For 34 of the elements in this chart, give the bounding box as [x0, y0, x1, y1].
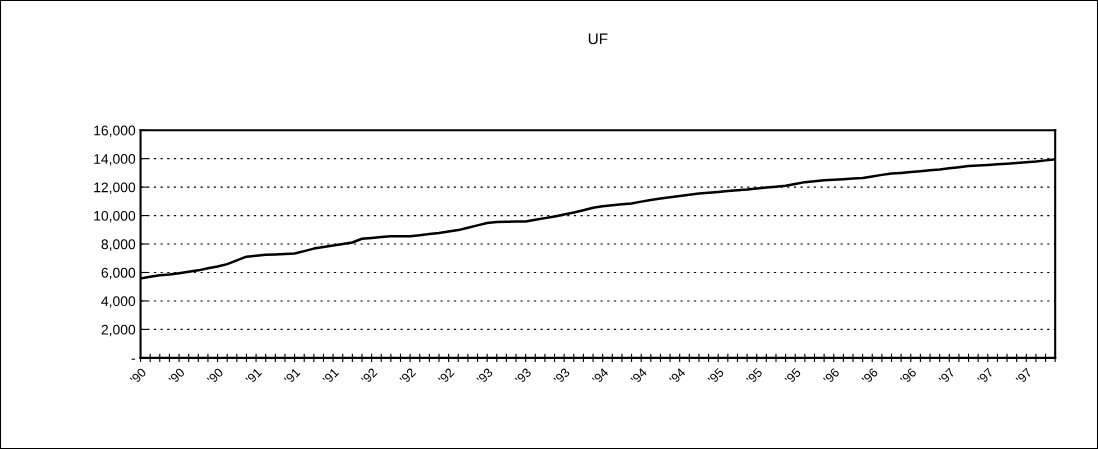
- x-tick-label: '92: [360, 367, 378, 385]
- x-tick-label: '90: [168, 367, 186, 385]
- x-tick-label: '95: [784, 367, 802, 385]
- x-tick-label: '90: [129, 367, 147, 385]
- y-tick-label: -: [131, 358, 136, 360]
- y-tick-label: 4,000: [101, 296, 136, 308]
- x-tick-label: '93: [476, 367, 494, 385]
- x-tick-label: '96: [861, 367, 879, 385]
- x-tick-label: '97: [1015, 367, 1033, 385]
- x-tick-label: '93: [553, 367, 571, 385]
- y-tick-label: 8,000: [101, 239, 136, 251]
- x-tick-label: '91: [283, 367, 301, 385]
- x-tick-label: '91: [322, 367, 340, 385]
- x-tick-label: '97: [938, 367, 956, 385]
- x-tick-label: '95: [745, 367, 763, 385]
- x-tick-label: '94: [591, 367, 609, 385]
- x-tick-label: '96: [899, 367, 917, 385]
- y-tick-label: 6,000: [101, 267, 136, 280]
- x-tick-label: '94: [668, 367, 686, 385]
- y-tick-label: 12,000: [94, 182, 136, 194]
- y-tick-label: 16,000: [94, 125, 136, 138]
- x-tick-label: '95: [707, 367, 725, 385]
- x-tick-label: '92: [437, 367, 455, 385]
- x-tick-label: '91: [245, 367, 263, 385]
- x-tick-label: '96: [822, 367, 840, 385]
- x-tick-label: '92: [399, 367, 417, 385]
- x-tick-label: '93: [514, 367, 532, 385]
- y-tick-label: 10,000: [94, 210, 136, 223]
- x-tick-label: '94: [630, 367, 648, 385]
- y-tick-label: 14,000: [94, 154, 136, 166]
- y-tick-label: 2,000: [101, 324, 136, 337]
- chart-title: UF: [588, 33, 608, 45]
- x-tick-label: '90: [206, 367, 224, 385]
- x-tick-label: '97: [976, 367, 994, 385]
